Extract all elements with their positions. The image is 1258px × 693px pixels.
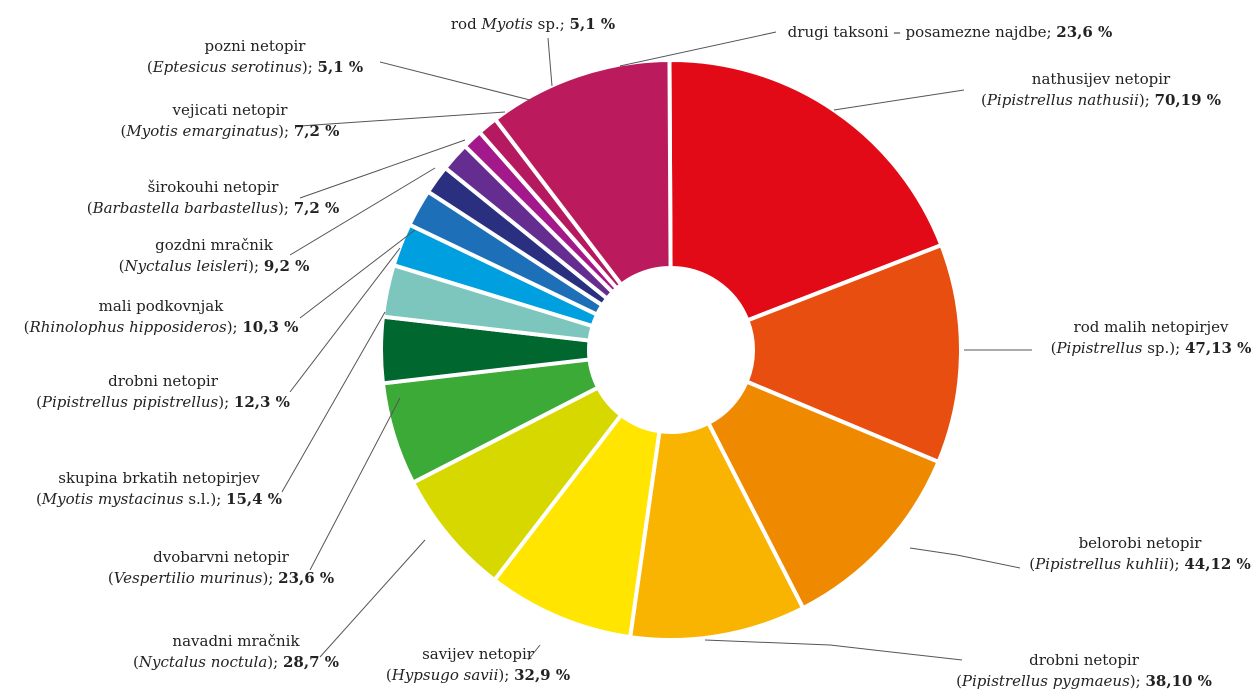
slice-label-13: vejicati netopir (Myotis emarginatus); 7,… bbox=[121, 101, 340, 140]
slice-label-14: pozni netopir (Eptesicus serotinus); 5,1 … bbox=[147, 37, 363, 76]
leader-line-14 bbox=[379, 61, 531, 101]
slice-label-name: nathusijev netopir bbox=[1032, 70, 1171, 88]
slice-label-taxon: (Pipistrellus pipistrellus); 12,3 % bbox=[36, 393, 290, 411]
slice-label-taxon: (Barbastella barbastellus); 7,2 % bbox=[87, 199, 340, 217]
leader-line-13 bbox=[299, 111, 506, 127]
slice-label-1: nathusijev netopir (Pipistrellus nathusii… bbox=[981, 70, 1221, 109]
slice-label-15: rod Myotis sp.; 5,1 % bbox=[451, 15, 615, 33]
slice-label-11: gozdni mračnik (Nyctalus leisleri); 9,2 % bbox=[119, 236, 310, 275]
slice-label-9: drobni netopir (Pipistrellus pipistrellus… bbox=[36, 372, 290, 411]
slice-label-name: gozdni mračnik bbox=[155, 236, 274, 254]
slice-label-taxon: (Myotis emarginatus); 7,2 % bbox=[121, 122, 340, 140]
leader-line-11 bbox=[289, 167, 436, 256]
slice-label-taxon: (Pipistrellus sp.); 47,13 % bbox=[1051, 339, 1252, 357]
leader-line-12 bbox=[299, 139, 466, 199]
pie-slice-2 bbox=[744, 242, 963, 465]
leader-line-9 bbox=[289, 247, 401, 393]
slice-label-taxon: (Nyctalus leisleri); 9,2 % bbox=[119, 257, 310, 275]
pie-slice-6 bbox=[410, 384, 624, 583]
slice-label-taxon: (Pipistrellus kuhlii); 44,12 % bbox=[1029, 555, 1251, 573]
slice-label-2: rod malih netopirjev (Pipistrellus sp.); … bbox=[1051, 318, 1252, 357]
slice-label-name: drobni netopir bbox=[1029, 651, 1140, 669]
slice-label-name: dvobarvni netopir bbox=[153, 548, 290, 566]
slice-label-taxon: (Myotis mystacinus s.l.); 15,4 % bbox=[36, 490, 282, 508]
slice-label-3: belorobi netopir (Pipistrellus kuhlii); 4… bbox=[1029, 534, 1251, 573]
pie-slice-4 bbox=[627, 420, 806, 642]
slice-label-name: drobni netopir bbox=[108, 372, 219, 390]
slice-label-10: mali podkovnjak (Rhinolophus hipposideros… bbox=[24, 297, 299, 336]
leader-line-6 bbox=[319, 539, 426, 658]
slice-label-6: navadni mračnik (Nyctalus noctula); 28,7 … bbox=[133, 632, 339, 671]
slice-label-taxon: (Eptesicus serotinus); 5,1 % bbox=[147, 58, 363, 76]
leader-line-4 bbox=[704, 639, 963, 661]
pie-slice-1 bbox=[667, 58, 944, 323]
slice-label-name: rod malih netopirjev bbox=[1074, 318, 1229, 336]
slice-label-taxon: (Rhinolophus hipposideros); 10,3 % bbox=[24, 318, 299, 336]
slice-label-name: navadni mračnik bbox=[172, 632, 300, 650]
leader-line-1 bbox=[833, 89, 965, 111]
slice-label-name: skupina brkatih netopirjev bbox=[58, 469, 260, 487]
slice-label-16: drugi taksoni – posamezne najdbe; 23,6 % bbox=[788, 23, 1113, 41]
slice-label-taxon: (Pipistrellus pygmaeus); 38,10 % bbox=[956, 672, 1212, 690]
pie-slice-16 bbox=[492, 57, 673, 288]
slice-label-taxon: (Nyctalus noctula); 28,7 % bbox=[133, 653, 339, 671]
pie-slice-5 bbox=[491, 412, 662, 640]
leader-line-7 bbox=[309, 397, 401, 571]
leader-line-3 bbox=[909, 547, 1021, 569]
slice-label-taxon: (Hypsugo savii); 32,9 % bbox=[386, 666, 570, 684]
leader-line-10 bbox=[299, 229, 416, 319]
slice-label-4: drobni netopir (Pipistrellus pygmaeus); 3… bbox=[956, 651, 1212, 690]
slice-label-12: širokouhi netopir (Barbastella barbastell… bbox=[87, 178, 340, 217]
leader-line-15 bbox=[547, 37, 553, 87]
leader-line-5 bbox=[527, 644, 541, 661]
slice-label-name: belorobi netopir bbox=[1079, 534, 1203, 552]
slice-label-single: rod Myotis sp.; 5,1 % bbox=[451, 15, 615, 33]
leader-line-16 bbox=[619, 31, 777, 67]
slice-label-name: mali podkovnjak bbox=[99, 297, 225, 315]
slice-label-taxon: (Vespertilio murinus); 23,6 % bbox=[108, 569, 334, 587]
slice-label-name: pozni netopir bbox=[205, 37, 307, 55]
slice-label-5: savijev netopir (Hypsugo savii); 32,9 % bbox=[386, 645, 570, 684]
slice-label-name: širokouhi netopir bbox=[148, 178, 280, 196]
slice-label-taxon: (Pipistrellus nathusii); 70,19 % bbox=[981, 91, 1221, 109]
slice-label-7: dvobarvni netopir (Vespertilio murinus); … bbox=[108, 548, 334, 587]
slice-label-name: savijev netopir bbox=[422, 645, 535, 663]
pie-slice-3 bbox=[705, 379, 942, 611]
slice-label-8: skupina brkatih netopirjev (Myotis mystac… bbox=[36, 469, 282, 508]
leader-line-8 bbox=[281, 311, 386, 493]
slice-label-name: vejicati netopir bbox=[172, 101, 289, 119]
slice-label-single: drugi taksoni – posamezne najdbe; 23,6 % bbox=[788, 23, 1113, 41]
